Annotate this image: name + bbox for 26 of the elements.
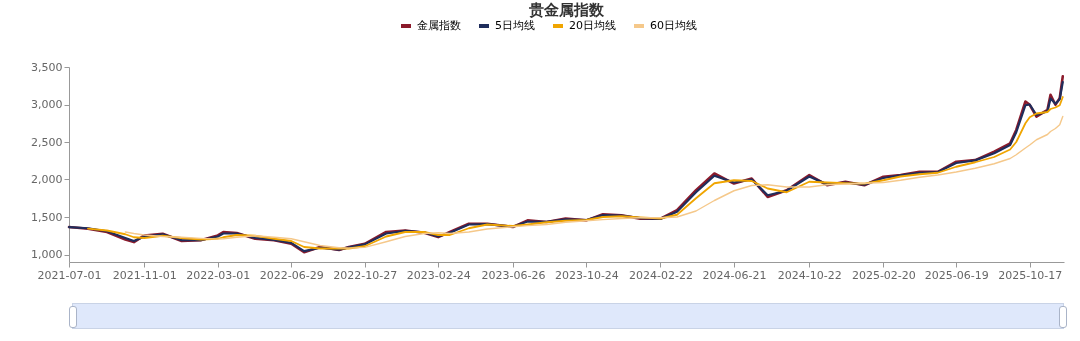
x-tick-label: 2022-03-01: [186, 268, 251, 282]
legend-label: 5日均线: [495, 19, 535, 32]
y-tick-label: 1,000: [31, 248, 63, 261]
chart-title: 贵金属指数: [528, 1, 605, 19]
x-tick-label: 2024-02-22: [629, 268, 693, 282]
x-tick-label: 2022-10-27: [333, 268, 398, 282]
x-tick-label: 2025-02-20: [851, 268, 916, 282]
x-tick-label: 2021-11-01: [112, 268, 177, 282]
legend-label: 20日均线: [569, 19, 616, 32]
y-tick-label: 2,000: [31, 173, 63, 186]
x-tick-label: 2023-10-24: [554, 268, 619, 282]
x-tick-label: 2023-06-26: [481, 268, 546, 282]
x-tick-label: 2025-06-19: [924, 268, 989, 282]
y-tick-label: 2,500: [31, 135, 63, 149]
legend-label: 金属指数: [417, 19, 461, 32]
x-tick-label: 2024-10-22: [777, 268, 842, 282]
x-tick-label: 2022-06-29: [259, 268, 324, 282]
x-tick-label: 2025-10-17: [998, 268, 1063, 282]
x-tick-label: 2023-02-24: [406, 268, 471, 282]
y-tick-label: 3,000: [31, 98, 63, 111]
line-series: [124, 115, 1064, 249]
x-tick-label: 2021-07-01: [37, 268, 102, 282]
x-tick-label: 2024-06-21: [702, 268, 767, 282]
y-tick-label: 3,500: [31, 60, 63, 74]
legend-label: 60日均线: [650, 19, 697, 32]
y-tick-label: 1,500: [31, 210, 63, 224]
